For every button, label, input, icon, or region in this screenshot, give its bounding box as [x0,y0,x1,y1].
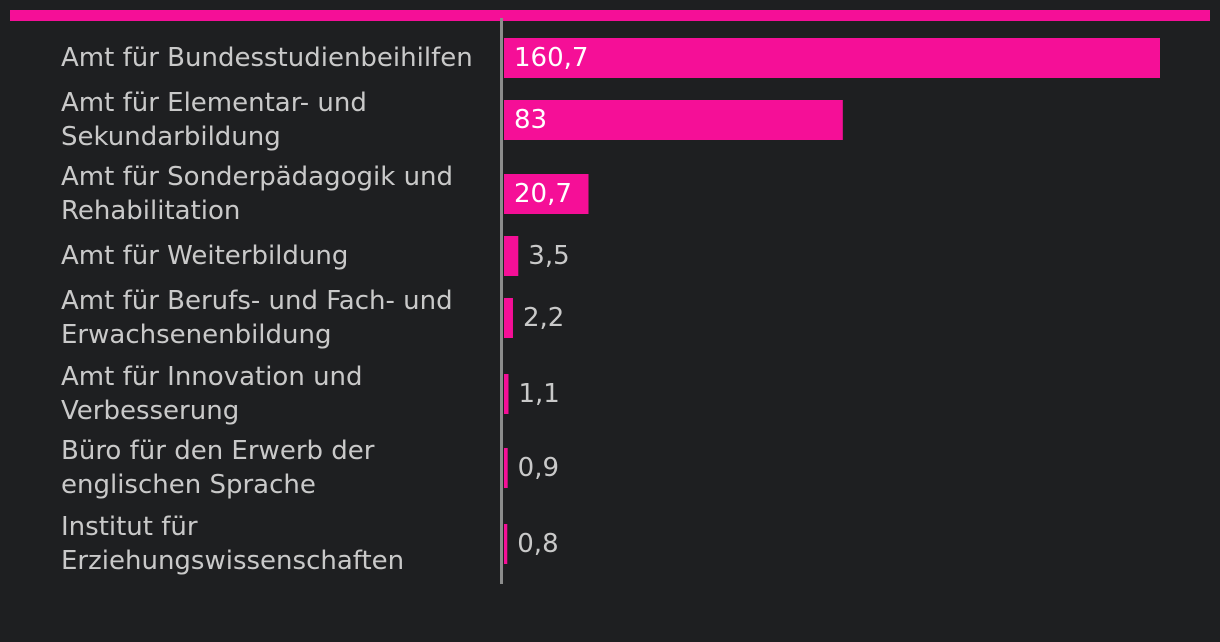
bar-1 [504,38,1160,78]
bar-7 [504,448,508,488]
value-label-2: 83 [514,105,547,135]
value-label-4: 3,5 [528,241,569,271]
category-label-8-line-2: Erziehungswissenschaften [61,546,404,576]
bar-4 [504,236,519,276]
category-label-5-line-2: Erwachsenenbildung [61,320,332,350]
value-label-1: 160,7 [514,43,588,73]
value-label-5: 2,2 [523,303,564,333]
category-label-3-line-2: Rehabilitation [61,196,240,226]
category-label-2-line-1: Amt für Elementar- und [61,88,367,118]
category-label-7-line-1: Büro für den Erwerb der [61,436,375,466]
bar-5 [504,298,513,338]
bar-6 [504,374,509,414]
category-label-4: Amt für Weiterbildung [61,241,348,271]
category-label-8-line-1: Institut für [61,512,198,542]
category-label-6-line-2: Verbesserung [61,396,239,426]
bar-8 [504,524,508,564]
value-label-7: 0,9 [518,453,559,483]
bar-3 [504,174,589,214]
category-label-7-line-2: englischen Sprache [61,470,316,500]
category-label-3-line-1: Amt für Sonderpädagogik und [61,162,453,192]
value-label-6: 1,1 [518,379,559,409]
category-label-2-line-2: Sekundarbildung [61,122,281,152]
top-accent-rule [10,10,1210,21]
category-label-6-line-1: Amt für Innovation und [61,362,363,392]
bar-2 [504,100,843,140]
category-label-5-line-1: Amt für Berufs- und Fach- und [61,286,453,316]
value-label-8: 0,8 [517,529,558,559]
category-label-1: Amt für Bundesstudienbeihilfen [61,43,473,73]
value-label-3: 20,7 [514,179,572,209]
